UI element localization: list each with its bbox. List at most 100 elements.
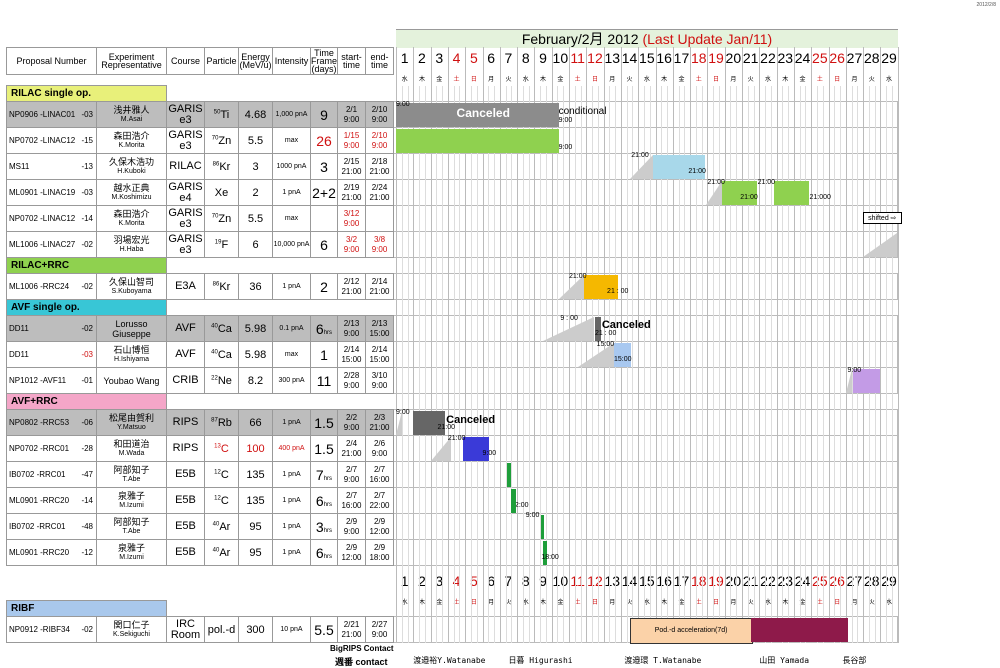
representative: 泉雅子 M.Izumi xyxy=(96,487,167,514)
intensity-cell: 1 pnA xyxy=(272,409,311,436)
weekday-label: 日 xyxy=(834,77,841,83)
schedule-bar xyxy=(462,436,490,461)
weekday-label: 日 xyxy=(713,77,720,83)
day-number: 9 xyxy=(539,572,547,589)
day-number: 21 xyxy=(742,50,759,66)
day-number: 19 xyxy=(708,572,724,589)
timeframe-cell: 9 xyxy=(310,101,338,128)
proposal-number: NP0802 -RRC53 -06 xyxy=(6,409,97,436)
weekday-label: 水 xyxy=(764,599,771,606)
energy-cell: 100 xyxy=(238,435,273,462)
ramp-triangle xyxy=(396,410,402,435)
weekday-label: 水 xyxy=(886,77,893,83)
intensity-cell: 300 pnA xyxy=(272,367,311,394)
day-number: 18 xyxy=(690,572,707,589)
schedule-bar xyxy=(594,316,601,341)
section-rilac_rrc: RILAC+RRC xyxy=(6,257,898,274)
representative: 羽場宏光 H.Haba xyxy=(96,231,167,258)
schedule-bar xyxy=(722,180,757,205)
schedule-row: DD11 -03 石山博恒 H.Ishiyama AVF 40Ca 5.98 max 1 2/1… xyxy=(6,341,898,368)
time-label: 9:00 xyxy=(396,100,410,108)
schedule-bar xyxy=(583,274,619,299)
proposal-number: NP0702 -LINAC12 -14 xyxy=(6,205,97,232)
day-number: 16 xyxy=(656,50,672,66)
energy-cell: 4.68 xyxy=(238,101,273,128)
ramp-triangle xyxy=(863,232,898,257)
weekly-contact-name: 日暮 Higurashi xyxy=(508,655,573,665)
energy-cell: 5.98 xyxy=(238,341,273,368)
weekday-label: 水 xyxy=(886,599,893,606)
time-label: 21:00 xyxy=(631,151,649,159)
start-time: 1/15 9:00 xyxy=(337,127,366,154)
schedule-row: NP1012 -AVF11 -01 Youbao Wang CRIB 22Ne 8.2 3… xyxy=(6,367,898,394)
weekday-label: 金 xyxy=(557,77,564,83)
end-time: 2/14 15:00 xyxy=(365,341,394,368)
proposal-number: NP0702 -RRC01 -28 xyxy=(6,435,97,462)
section-label: RILAC single op. xyxy=(6,85,167,102)
section-rilac: RILAC single op. xyxy=(6,85,898,102)
day-number: 14 xyxy=(621,572,638,589)
maroon-bar xyxy=(750,617,848,642)
schedule-row: ML1006 -LINAC27 -02 羽場宏光 H.Haba GARIS e3 19F… xyxy=(6,231,898,258)
intensity-cell: 1 pnA xyxy=(272,179,311,206)
ramp-triangle xyxy=(543,316,595,341)
schedule-title: February/2月 2012 (Last Update Jan/11) xyxy=(396,29,898,48)
course-cell: E5B xyxy=(166,539,205,566)
course-cell: GARIS e3 xyxy=(166,205,205,232)
time-label: 18:00 xyxy=(541,553,559,561)
section-label: RIBF xyxy=(6,600,167,617)
proposal-number: NP1012 -AVF11 -01 xyxy=(6,367,97,394)
time-label: 9 : 00 xyxy=(560,314,578,322)
course-cell: CRIB xyxy=(166,367,205,394)
header-start: start-time xyxy=(337,47,366,75)
end-time: 2/13 15:00 xyxy=(365,315,394,342)
start-time: 2/7 16:00 xyxy=(337,487,366,514)
proposal-number: ML0901 -RRC20 -14 xyxy=(6,487,97,514)
energy-cell: 2 xyxy=(238,179,273,206)
day-number: 28 xyxy=(863,572,880,589)
canceled3-label: Canceled xyxy=(446,413,496,426)
timeframe-cell: 26 xyxy=(310,127,338,154)
header-end: end-time xyxy=(365,47,394,75)
start-time: 2/1 9:00 xyxy=(337,101,366,128)
canceled-label: Canceled xyxy=(456,105,510,120)
day-number: 20 xyxy=(725,572,742,589)
day-number: 27 xyxy=(846,50,863,66)
day-number: 23 xyxy=(777,572,794,589)
start-time: 2/9 12:00 xyxy=(337,539,366,566)
schedule-bar xyxy=(541,514,544,539)
timeframe-cell: 1 xyxy=(310,341,338,368)
weekday-label: 水 xyxy=(522,599,529,606)
time-label: 9:00 xyxy=(482,449,497,457)
day-number: 3 xyxy=(435,50,444,66)
schedule-row: NP0702 -LINAC12 -14 森田浩介 K.Morita GARIS e3 7… xyxy=(6,205,898,232)
energy-cell: 8.2 xyxy=(238,367,273,394)
time-label: 21:000 xyxy=(809,193,831,201)
proposal-number: IB0702 -RRC01 -47 xyxy=(6,461,97,488)
day-number: 9 xyxy=(539,50,547,66)
representative: 阿部知子 T.Abe xyxy=(96,513,167,540)
proposal-number: ML1006 -LINAC27 -02 xyxy=(6,231,97,258)
proposal-number: ML0901 -LINAC19 -03 xyxy=(6,179,97,206)
intensity-cell: 10,000 pnA xyxy=(272,231,311,258)
energy-cell: 300 xyxy=(238,616,273,643)
ramp-triangle xyxy=(845,368,852,393)
schedule-row: MS11 -13 久保木浩功 H.Kuboki RILAC 86Kr 3 1000 pnA 3… xyxy=(6,153,898,180)
header-intensity: Intensity xyxy=(272,47,311,75)
time-label: 9:00 xyxy=(558,116,573,124)
end-time: 3/10 9:00 xyxy=(365,367,394,394)
weekday-label: 水 xyxy=(764,77,771,83)
weekday-label: 土 xyxy=(695,77,702,83)
weekday-label: 金 xyxy=(436,599,443,606)
day-number: 22 xyxy=(760,572,776,589)
weekday-label: 木 xyxy=(661,599,668,606)
end-time: 2/7 22:00 xyxy=(365,487,394,514)
day-number: 28 xyxy=(863,50,880,66)
header-particle: Particle xyxy=(204,47,239,75)
course-cell: GARIS e3 xyxy=(166,101,205,128)
schedule-row: IB0702 -RRC01 -47 阿部知子 T.Abe E5B 12C 135 1 pnA… xyxy=(6,461,898,488)
intensity-cell: 1 pnA xyxy=(272,539,311,566)
energy-cell: 66 xyxy=(238,409,273,436)
day-number: 21 xyxy=(742,572,759,589)
weekday-label: 月 xyxy=(488,599,495,606)
